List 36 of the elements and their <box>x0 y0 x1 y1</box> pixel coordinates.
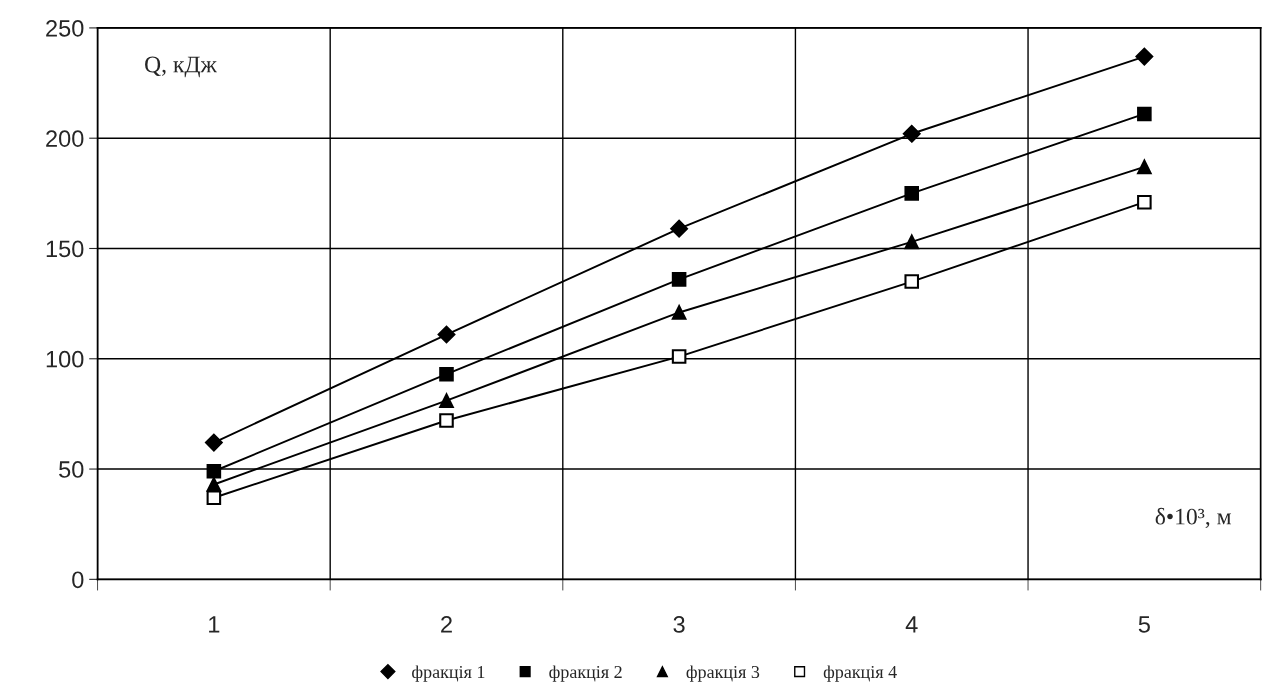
point <box>206 463 222 479</box>
point <box>1137 106 1152 122</box>
point <box>902 124 921 143</box>
point <box>437 325 456 344</box>
point <box>671 272 687 287</box>
x-tick-label: 1 <box>209 616 220 633</box>
y-tick-label: 100 <box>46 350 84 368</box>
legend-label: фракція 1 <box>412 665 485 682</box>
point <box>1137 159 1152 175</box>
point <box>439 366 454 382</box>
point <box>1137 194 1152 210</box>
point <box>1135 47 1154 66</box>
point <box>671 349 687 364</box>
legend-label: фракція 2 <box>549 665 622 682</box>
point <box>904 186 920 201</box>
point <box>904 234 920 250</box>
point <box>670 219 689 238</box>
y-tick-label: 50 <box>59 461 84 478</box>
point <box>439 413 454 428</box>
x-tick-label: 3 <box>673 616 685 633</box>
x-tick-label: 4 <box>905 616 918 633</box>
point <box>439 393 454 408</box>
point <box>904 274 920 289</box>
x-tick-label: 5 <box>1138 616 1150 633</box>
y-tick-label: 0 <box>72 571 84 589</box>
y-tick-label: 250 <box>46 19 84 37</box>
point <box>671 305 687 320</box>
y-tick-label: 150 <box>46 240 84 258</box>
point <box>206 490 222 506</box>
x-axis-title: δ•10³, м <box>1155 507 1232 528</box>
legend-label: фракція 3 <box>686 665 760 682</box>
y-tick-label: 200 <box>46 130 84 147</box>
x-tick-label: 2 <box>441 616 452 633</box>
y-axis-title: Q, кДж <box>145 56 217 78</box>
point <box>204 433 223 452</box>
legend-label: фракція 4 <box>823 665 897 682</box>
